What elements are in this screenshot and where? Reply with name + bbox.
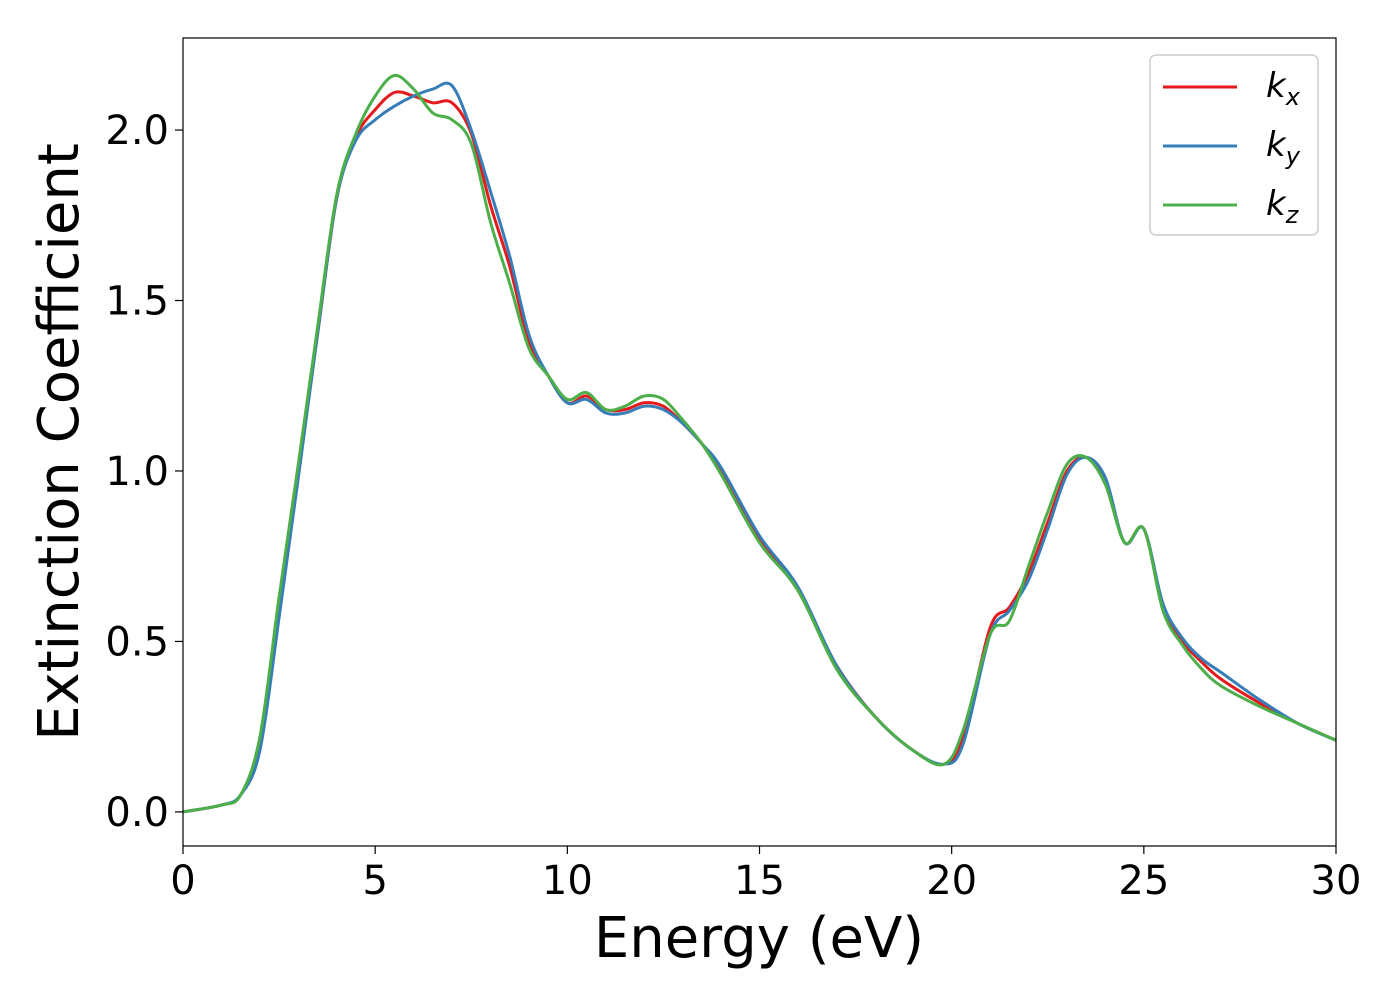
legend-label-ky: ky [1266,125,1301,170]
y-tick-label: 1.0 [105,449,169,495]
series-line-kz [182,73,1337,814]
x-tick-label: 30 [1311,858,1362,904]
y-tick-label: 1.5 [105,279,169,325]
y-axis: 0.0 0.5 1.0 1.5 2.0 [105,108,183,836]
y-tick-label: 0.5 [105,619,169,665]
y-axis-title: Extinction Coefficient [27,143,92,741]
x-tick-label: 0 [170,858,195,904]
x-axis: 0 5 10 15 20 25 30 [170,846,1361,904]
x-tick-label: 20 [926,858,977,904]
x-tick-label: 15 [734,858,785,904]
y-tick-label: 2.0 [105,108,169,154]
legend-label-kx: kx [1266,66,1301,111]
x-tick-label: 10 [542,858,593,904]
x-axis-title: Energy (eV) [594,906,924,971]
y-tick-label: 0.0 [105,790,169,836]
x-tick-label: 5 [362,858,387,904]
series-layer [182,73,1337,814]
legend: kx ky kz [1149,54,1319,236]
x-tick-label: 25 [1118,858,1169,904]
legend-label-kz: kz [1266,184,1300,229]
